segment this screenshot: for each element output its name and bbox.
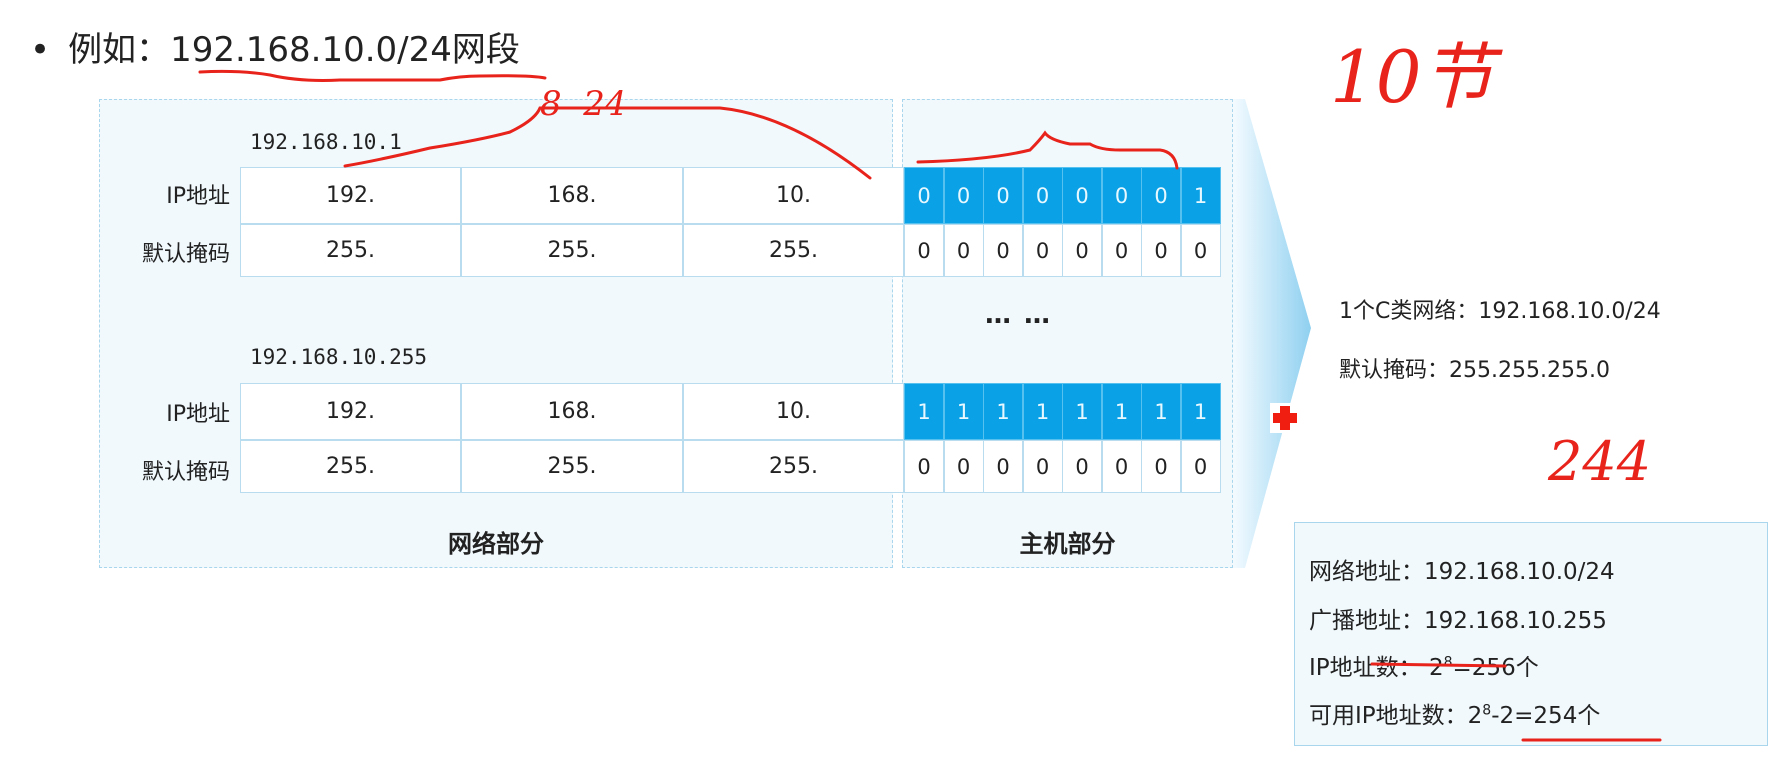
- mask-row-label: 默认掩码: [141, 460, 230, 485]
- mask-host-bit: 0: [943, 440, 984, 493]
- ip-host-bit: 0: [983, 167, 1023, 224]
- default-mask: 默认掩码：255.255.255.0: [1339, 358, 1610, 383]
- ip-host-bit: 1: [1062, 383, 1102, 440]
- mask-host-bit: 0: [1180, 224, 1221, 277]
- ip-octet-cell: 168.: [461, 167, 683, 224]
- bullet: •: [30, 30, 51, 70]
- network-address: 网络地址：192.168.10.0/24: [1309, 559, 1615, 585]
- ip-row-label: IP地址: [166, 402, 230, 427]
- title-underline: [198, 69, 547, 82]
- slide-title: • 例如：192.168.10.0/24网段: [30, 22, 520, 71]
- mask-host-bit: 0: [1101, 440, 1142, 493]
- mask-octet-cell: 255.: [240, 440, 461, 493]
- mask-octet-cell: 255.: [683, 224, 904, 277]
- mask-host-bit: 0: [1141, 224, 1181, 277]
- network-part-label: 网络部分: [448, 530, 544, 558]
- ip-octet-cell: 10.: [683, 383, 904, 440]
- mask-octet-cell: 255.: [461, 440, 683, 493]
- usable-base: 2: [1467, 703, 1483, 729]
- ip-count-rest: =256个: [1452, 655, 1539, 681]
- class-c-network: 1个C类网络：192.168.10.0/24: [1339, 299, 1661, 324]
- mask-octet-cell: 255.: [683, 440, 904, 493]
- usable-rest: -2=254个: [1491, 703, 1601, 729]
- ip-host-bit: 1: [1141, 383, 1181, 440]
- address-label-first: 192.168.10.1: [250, 130, 402, 154]
- ip-count-exp: 8: [1443, 654, 1453, 671]
- handwritten-note-244: 244: [1548, 430, 1652, 493]
- ip-host-bit: 0: [1022, 167, 1063, 224]
- ip-host-bit: 0: [904, 167, 944, 224]
- mask-host-bit: 0: [1180, 440, 1221, 493]
- ip-host-bit: 0: [943, 167, 984, 224]
- ip-host-bit: 1: [1180, 383, 1221, 440]
- ip-host-bit: 1: [1101, 383, 1142, 440]
- ip-octet-cell: 192.: [240, 167, 461, 224]
- mask-host-bit: 0: [1141, 440, 1181, 493]
- mask-host-bit: 0: [943, 224, 984, 277]
- ip-host-bit: 1: [983, 383, 1023, 440]
- address-label-last: 192.168.10.255: [250, 345, 428, 369]
- broadcast-address: 广播地址：192.168.10.255: [1309, 608, 1607, 634]
- ip-host-bit: 1: [1022, 383, 1063, 440]
- ip-host-bit: 0: [1101, 167, 1142, 224]
- mask-host-bit: 0: [1062, 224, 1102, 277]
- mask-octet-cell: 255.: [240, 224, 461, 277]
- mask-host-bit: 0: [983, 224, 1023, 277]
- mask-host-bit: 0: [1022, 224, 1063, 277]
- ellipsis: … …: [985, 300, 1053, 330]
- mask-host-bit: 0: [904, 440, 944, 493]
- host-part-label: 主机部分: [1019, 530, 1116, 558]
- mask-host-bit: 0: [983, 440, 1023, 493]
- plus-icon: [1270, 403, 1300, 433]
- ip-octet-cell: 10.: [683, 167, 904, 224]
- summary-box: 网络地址：192.168.10.0/24 广播地址：192.168.10.255…: [1294, 522, 1768, 746]
- ip-count-label: IP地址数：: [1309, 655, 1422, 681]
- handwritten-note-8-24: 8 24: [540, 84, 627, 124]
- usable-exp: 8: [1482, 702, 1492, 719]
- ip-host-bit: 1: [943, 383, 984, 440]
- mask-host-bit: 0: [1101, 224, 1142, 277]
- usable-label: 可用IP地址数：: [1309, 703, 1468, 729]
- mask-host-bit: 0: [1062, 440, 1102, 493]
- ip-host-bit: 0: [1141, 167, 1181, 224]
- usable-ip-count: 可用IP地址数：28-2=254个: [1309, 696, 1600, 730]
- mask-host-bit: 0: [904, 224, 944, 277]
- ip-count: IP地址数： 28=256个: [1309, 648, 1539, 682]
- mask-octet-cell: 255.: [461, 224, 683, 277]
- ip-host-bit: 1: [1180, 167, 1221, 224]
- arrow-icon: [1233, 99, 1311, 568]
- ip-host-bit: 0: [1062, 167, 1102, 224]
- ip-host-bit: 1: [904, 383, 944, 440]
- ip-row-label: IP地址: [166, 184, 230, 209]
- mask-host-bit: 0: [1022, 440, 1063, 493]
- ip-count-base: 2: [1428, 655, 1444, 681]
- ip-octet-cell: 192.: [240, 383, 461, 440]
- handwritten-note-10: 10节: [1330, 35, 1494, 119]
- title-network: 192.168.10.0/24网段: [170, 30, 520, 70]
- mask-row-label: 默认掩码: [141, 242, 230, 267]
- ip-octet-cell: 168.: [461, 383, 683, 440]
- title-prefix: 例如：: [68, 30, 171, 70]
